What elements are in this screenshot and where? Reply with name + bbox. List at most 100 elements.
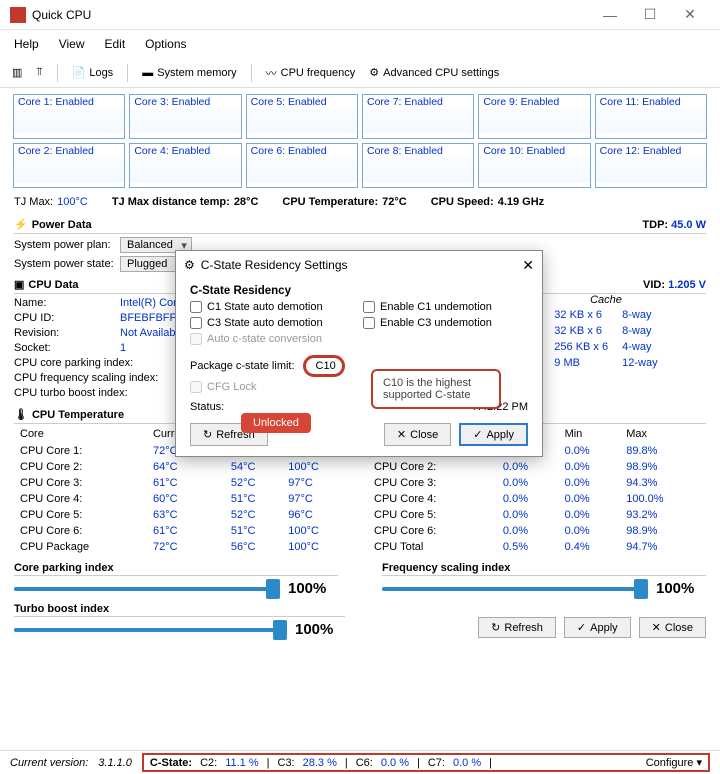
core-tile[interactable]: Core 9: Enabled	[478, 94, 590, 139]
statusbar: Current version: 3.1.1.0 C-State: C2: 11…	[0, 750, 720, 774]
core-tile[interactable]: Core 5: Enabled	[246, 94, 358, 139]
minimize-button[interactable]: —	[590, 7, 630, 23]
cputemp-label: CPU Temperature:	[282, 196, 378, 208]
system-memory-button[interactable]: ▬ System memory	[142, 67, 236, 79]
core-tile[interactable]: Core 1: Enabled	[13, 94, 125, 139]
cpuid-label: CPU ID:	[14, 312, 114, 324]
freq-value: 100%	[656, 580, 706, 597]
close-main-button[interactable]: ✕ Close	[639, 617, 706, 638]
cpuspeed-label: CPU Speed:	[431, 196, 494, 208]
core-label: Core 5: Enabled	[247, 95, 357, 109]
dialog-close-btn[interactable]: ✕ Close	[384, 423, 451, 446]
cstate-dialog: ⚙ C-State Residency Settings ✕ C-State R…	[175, 250, 543, 457]
chart-icon[interactable]: ▥	[12, 66, 22, 79]
core-tile[interactable]: Core 7: Enabled	[362, 94, 474, 139]
socket-value: 1	[120, 342, 126, 354]
version-label: Current version:	[10, 757, 88, 769]
configure-button[interactable]: Configure ▾	[646, 756, 702, 769]
vid-value: 1.205 V	[668, 279, 706, 291]
core-label: Core 4: Enabled	[130, 144, 240, 158]
core-label: Core 6: Enabled	[247, 144, 357, 158]
tjmax-label: TJ Max:	[14, 196, 53, 208]
core-tile[interactable]: Core 3: Enabled	[129, 94, 241, 139]
pkg-limit-label: Package c-state limit:	[190, 360, 295, 372]
freq-slider[interactable]	[382, 587, 648, 591]
core-tile[interactable]: Core 6: Enabled	[246, 143, 358, 188]
socket-label: Socket:	[14, 342, 114, 354]
pkg-limit-input[interactable]: C10	[303, 355, 345, 377]
turbo-label: CPU turbo boost index:	[14, 387, 164, 399]
power-title: ⚡ Power Data TDP: 45.0 W	[14, 216, 706, 234]
menu-view[interactable]: View	[59, 37, 85, 51]
core-tile[interactable]: Core 11: Enabled	[595, 94, 707, 139]
dialog-apply-button[interactable]: ✓ Apply	[459, 423, 528, 446]
power-state-label: System power state:	[14, 258, 114, 270]
rev-label: Revision:	[14, 327, 114, 339]
core-label: Core 2: Enabled	[14, 144, 124, 158]
core-tile[interactable]: Core 12: Enabled	[595, 143, 707, 188]
core-label: Core 7: Enabled	[363, 95, 473, 109]
cputemp-value: 72°C	[382, 196, 407, 208]
callout-hint: C10 is the highest supported C-state	[371, 369, 501, 409]
cpuspeed-value: 4.19 GHz	[498, 196, 544, 208]
menu-help[interactable]: Help	[14, 37, 39, 51]
parking-slider-section: Core parking index 100%	[14, 562, 338, 597]
tjmax-value: 100°C	[57, 196, 88, 208]
close-button[interactable]: ✕	[670, 6, 710, 23]
separator	[251, 64, 252, 82]
gear-icon: ⚙	[184, 258, 195, 272]
core-tile[interactable]: Core 2: Enabled	[13, 143, 125, 188]
core-label: Core 11: Enabled	[596, 95, 706, 109]
parking-value: 100%	[288, 580, 338, 597]
cores-grid: Core 1: Enabled Core 3: Enabled Core 5: En…	[0, 88, 720, 188]
menu-edit[interactable]: Edit	[104, 37, 125, 51]
maximize-button[interactable]: ☐	[630, 6, 670, 23]
core-tile[interactable]: Core 10: Enabled	[478, 143, 590, 188]
tjdist-label: TJ Max distance temp:	[112, 196, 230, 208]
titlebar: Quick CPU — ☐ ✕	[0, 0, 720, 30]
dialog-status-label: Status:	[190, 401, 224, 413]
core-label: Core 9: Enabled	[479, 95, 589, 109]
parking-label: Core parking index	[14, 562, 338, 576]
tjdist-value: 28°C	[234, 196, 259, 208]
turbo-label: Turbo boost index	[14, 603, 345, 617]
menubar: Help View Edit Options	[0, 30, 720, 58]
separator	[127, 64, 128, 82]
logs-button[interactable]: 📄 Logs	[72, 66, 114, 79]
vid-label: VID:	[643, 279, 665, 291]
c1-un-check[interactable]: Enable C1 undemotion	[363, 301, 528, 313]
tdp-value: 45.0 W	[671, 219, 706, 231]
parking-slider[interactable]	[14, 587, 280, 591]
window-title: Quick CPU	[32, 8, 590, 22]
apply-button[interactable]: ✓ Apply	[564, 617, 631, 638]
park-label: CPU core parking index:	[14, 357, 164, 369]
cpu-frequency-button[interactable]: 〰 CPU frequency	[266, 65, 356, 81]
chart2-icon[interactable]: ⫪	[36, 66, 42, 79]
core-label: Core 3: Enabled	[130, 95, 240, 109]
dialog-titlebar: ⚙ C-State Residency Settings ✕	[176, 251, 542, 279]
dialog-close-button[interactable]: ✕	[522, 257, 534, 274]
auto-conv-check: Auto c-state conversion	[190, 333, 355, 345]
separator	[57, 64, 58, 82]
turbo-slider[interactable]	[14, 628, 287, 632]
app-icon	[10, 7, 26, 23]
refresh-button[interactable]: ↻ Refresh	[478, 617, 556, 638]
menu-options[interactable]: Options	[145, 37, 186, 51]
dialog-group-label: C-State Residency	[190, 285, 528, 297]
core-tile[interactable]: Core 8: Enabled	[362, 143, 474, 188]
toolbar: ▥ ⫪ 📄 Logs ▬ System memory 〰 CPU frequen…	[0, 58, 720, 88]
stats-row: TJ Max: 100°C TJ Max distance temp: 28°C C…	[0, 188, 720, 212]
c3-auto-check[interactable]: C3 State auto demotion	[190, 317, 355, 329]
cstate-bar: C-State: C2: 11.1 % | C3: 28.3 % | C6: 0…	[142, 753, 710, 772]
turbo-value: 100%	[295, 621, 345, 638]
c3-un-check[interactable]: Enable C3 undemotion	[363, 317, 528, 329]
core-label: Core 8: Enabled	[363, 144, 473, 158]
core-tile[interactable]: Core 4: Enabled	[129, 143, 241, 188]
core-label: Core 12: Enabled	[596, 144, 706, 158]
cpu-name-label: Name:	[14, 297, 114, 309]
version-value: 3.1.1.0	[98, 757, 132, 769]
advanced-cpu-button[interactable]: ⚙ Advanced CPU settings	[369, 66, 499, 79]
power-plan-label: System power plan:	[14, 239, 114, 251]
dialog-title: C-State Residency Settings	[201, 258, 348, 272]
c1-auto-check[interactable]: C1 State auto demotion	[190, 301, 355, 313]
